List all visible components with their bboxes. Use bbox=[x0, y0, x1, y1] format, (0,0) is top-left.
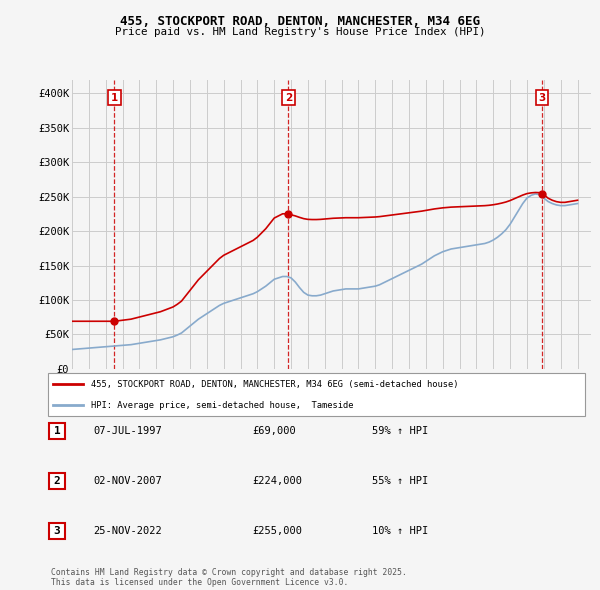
Text: 07-JUL-1997: 07-JUL-1997 bbox=[93, 426, 162, 435]
Text: Contains HM Land Registry data © Crown copyright and database right 2025.
This d: Contains HM Land Registry data © Crown c… bbox=[51, 568, 407, 587]
Text: HPI: Average price, semi-detached house,  Tameside: HPI: Average price, semi-detached house,… bbox=[91, 401, 353, 410]
Text: 455, STOCKPORT ROAD, DENTON, MANCHESTER, M34 6EG (semi-detached house): 455, STOCKPORT ROAD, DENTON, MANCHESTER,… bbox=[91, 379, 458, 389]
FancyBboxPatch shape bbox=[48, 373, 585, 416]
Text: £224,000: £224,000 bbox=[252, 476, 302, 486]
Text: £255,000: £255,000 bbox=[252, 526, 302, 536]
Text: 2: 2 bbox=[53, 476, 61, 486]
Text: 455, STOCKPORT ROAD, DENTON, MANCHESTER, M34 6EG: 455, STOCKPORT ROAD, DENTON, MANCHESTER,… bbox=[120, 15, 480, 28]
Text: 59% ↑ HPI: 59% ↑ HPI bbox=[372, 426, 428, 435]
Text: 1: 1 bbox=[53, 426, 61, 435]
Text: 02-NOV-2007: 02-NOV-2007 bbox=[93, 476, 162, 486]
Text: 3: 3 bbox=[539, 93, 546, 103]
Text: 1: 1 bbox=[111, 93, 118, 103]
Text: 10% ↑ HPI: 10% ↑ HPI bbox=[372, 526, 428, 536]
Text: 2: 2 bbox=[285, 93, 292, 103]
Text: 3: 3 bbox=[53, 526, 61, 536]
Text: Price paid vs. HM Land Registry's House Price Index (HPI): Price paid vs. HM Land Registry's House … bbox=[115, 27, 485, 37]
Text: 25-NOV-2022: 25-NOV-2022 bbox=[93, 526, 162, 536]
Text: 55% ↑ HPI: 55% ↑ HPI bbox=[372, 476, 428, 486]
Text: £69,000: £69,000 bbox=[252, 426, 296, 435]
